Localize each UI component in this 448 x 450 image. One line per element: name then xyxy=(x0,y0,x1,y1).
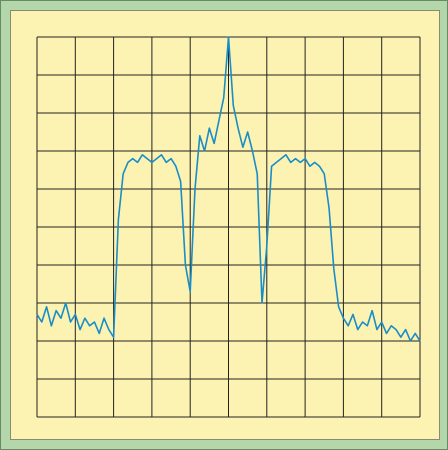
trace xyxy=(36,36,421,342)
plot-area xyxy=(36,36,421,418)
